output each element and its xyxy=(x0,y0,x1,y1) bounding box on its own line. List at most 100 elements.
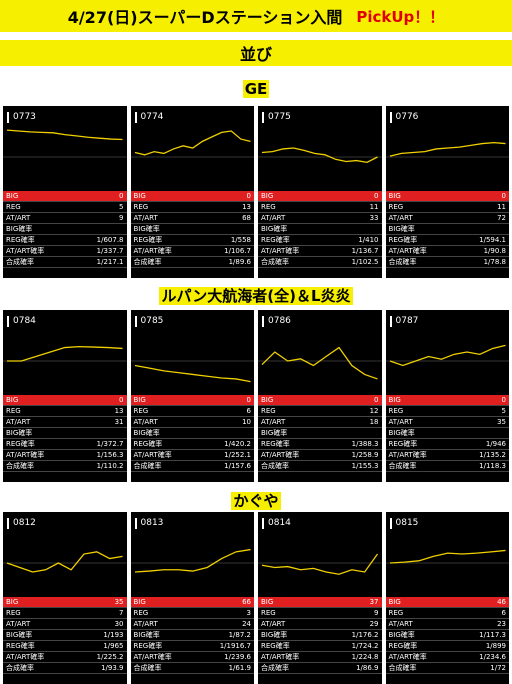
stat-label: BIG xyxy=(261,396,274,404)
stat-value: 1/558 xyxy=(230,236,251,244)
stat-label: AT/ART確率 xyxy=(388,451,427,459)
stat-row-big: BIG 0 xyxy=(385,395,509,406)
stats-table: BIG 0 REG 11 AT/ART 33 BIG確率 REG確率 1/410 AT/ART確率… xyxy=(258,191,382,268)
machine-card[interactable]: 0785 BIG 0 REG 6 AT/ART 10 BIG確率 REG確率 1/420.2 AT/… xyxy=(130,310,254,482)
stat-value: 1/102.5 xyxy=(351,258,379,266)
stat-value: 1/156.3 xyxy=(96,451,124,459)
machine-card[interactable]: 0812 BIG 35 REG 7 AT/ART 30 BIG確率 1/193 REG確率 1/96… xyxy=(3,512,127,684)
stat-label: AT/ART確率 xyxy=(261,653,300,661)
stat-row-reg: REG 7 xyxy=(3,608,127,619)
stat-label: AT/ART確率 xyxy=(388,653,427,661)
stat-row-at: AT/ART 10 xyxy=(130,417,254,428)
stat-label: AT/ART xyxy=(6,418,31,426)
stat-row-reg: REG 3 xyxy=(130,608,254,619)
stat-row-big: BIG 0 xyxy=(258,191,382,202)
stat-value: 1/607.8 xyxy=(96,236,124,244)
stats-table: BIG 37 REG 9 AT/ART 29 BIG確率 1/176.2 REG確率 1/724.… xyxy=(258,597,382,674)
stats-table: BIG 46 REG 6 AT/ART 23 BIG確率 1/117.3 REG確率 1/899 A… xyxy=(385,597,509,674)
stat-row-big: BIG 46 xyxy=(385,597,509,608)
stats-table: BIG 0 REG 13 AT/ART 68 BIG確率 REG確率 1/558 AT/ART確率… xyxy=(130,191,254,268)
stat-row-at_p: AT/ART確率 1/224.8 xyxy=(258,652,382,663)
stat-value: 1/89.6 xyxy=(228,258,251,266)
stat-value: 1/72 xyxy=(490,664,506,672)
stat-value: 1/899 xyxy=(485,642,506,650)
stat-value: 1/217.1 xyxy=(96,258,124,266)
stat-row-big_p: BIG確率 1/176.2 xyxy=(258,630,382,641)
stat-value: 1/258.9 xyxy=(351,451,379,459)
machine-card[interactable]: 0815 BIG 46 REG 6 AT/ART 23 BIG確率 1/117.3 REG確率 1/… xyxy=(385,512,509,684)
stat-row-reg: REG 11 xyxy=(385,202,509,213)
slump-line xyxy=(389,549,506,564)
stat-row-big: BIG 0 xyxy=(130,395,254,406)
slump-line xyxy=(261,147,378,164)
slump-graph xyxy=(258,346,382,380)
stat-label: REG xyxy=(388,609,404,617)
stat-label: AT/ART xyxy=(6,620,31,628)
machine-grid: 0773 BIG 0 REG 5 AT/ART 9 BIG確率 REG確率 1/607.8 AT/A… xyxy=(3,106,509,278)
stat-label: AT/ART確率 xyxy=(6,247,45,255)
machine-number: 0786 xyxy=(262,316,291,327)
stat-label: AT/ART確率 xyxy=(6,451,45,459)
stat-label: BIG xyxy=(133,598,146,606)
stat-value: 1/155.3 xyxy=(351,462,379,470)
stats-table: BIG 0 REG 5 AT/ART 35 BIG確率 REG確率 1/946 AT/ART確率 1… xyxy=(385,395,509,472)
stat-value: 11 xyxy=(497,203,506,211)
stat-label: BIG xyxy=(6,192,19,200)
stat-row-reg_p: REG確率 1/899 xyxy=(385,641,509,652)
stat-value: 31 xyxy=(114,418,124,426)
stat-value: 1/965 xyxy=(103,642,124,650)
stat-row-big_p: BIG確率 1/193 xyxy=(3,630,127,641)
stat-row-at: AT/ART 23 xyxy=(385,619,509,630)
stat-row-big: BIG 35 xyxy=(3,597,127,608)
slump-line xyxy=(6,346,123,362)
stat-row-at_p: AT/ART確率 1/258.9 xyxy=(258,450,382,461)
slump-graph xyxy=(130,360,254,383)
stats-table: BIG 0 REG 5 AT/ART 9 BIG確率 REG確率 1/607.8 AT/ART確率… xyxy=(3,191,127,268)
stat-label: AT/ART確率 xyxy=(133,653,172,661)
stat-row-at: AT/ART 72 xyxy=(385,213,509,224)
stat-row-big: BIG 0 xyxy=(130,191,254,202)
stat-row-at_p: AT/ART確率 1/156.3 xyxy=(3,450,127,461)
stat-label: BIG確率 xyxy=(261,429,288,437)
slump-line xyxy=(261,346,378,380)
stat-value: 35 xyxy=(114,598,124,606)
stat-label: BIG xyxy=(261,598,274,606)
machine-card[interactable]: 0775 BIG 0 REG 11 AT/ART 33 BIG確率 REG確率 1/410 AT/A… xyxy=(258,106,382,278)
stat-label: BIG確率 xyxy=(388,225,415,233)
stat-label: REG xyxy=(6,407,21,415)
stat-label: REG確率 xyxy=(261,642,290,650)
stat-label: 合成確率 xyxy=(388,462,417,470)
machine-card[interactable]: 0813 BIG 66 REG 3 AT/ART 24 BIG確率 1/87.2 REG確率 1/1… xyxy=(130,512,254,684)
stat-value: 9 xyxy=(119,214,124,222)
machine-card[interactable]: 0776 BIG 0 REG 11 AT/ART 72 BIG確率 REG確率 1/594.1 AT… xyxy=(385,106,509,278)
stat-label: AT/ART xyxy=(388,418,413,426)
stat-row-at: AT/ART 29 xyxy=(258,619,382,630)
stat-label: AT/ART xyxy=(261,418,286,426)
machine-card[interactable]: 0814 BIG 37 REG 9 AT/ART 29 BIG確率 1/176.2 REG確率 1/… xyxy=(258,512,382,684)
stat-row-total_p: 合成確率 1/118.3 xyxy=(385,461,509,472)
stat-label: AT/ART xyxy=(261,620,286,628)
stat-value: 1/93.9 xyxy=(101,664,124,672)
slump-line xyxy=(389,142,506,157)
stat-label: BIG確率 xyxy=(133,631,160,639)
stat-value: 13 xyxy=(242,203,251,211)
machine-card[interactable]: 0787 BIG 0 REG 5 AT/ART 35 BIG確率 REG確率 1/946 AT/AR… xyxy=(385,310,509,482)
header-bar: 4/27(日)スーパーDステーション入間 PickUp！！ xyxy=(0,0,512,32)
stat-value: 12 xyxy=(369,407,379,415)
machine-card[interactable]: 0774 BIG 0 REG 13 AT/ART 68 BIG確率 REG確率 1/558 AT/A… xyxy=(130,106,254,278)
stat-row-big_p: BIG確率 1/117.3 xyxy=(385,630,509,641)
stat-label: BIG確率 xyxy=(6,631,33,639)
machine-card[interactable]: 0773 BIG 0 REG 5 AT/ART 9 BIG確率 REG確率 1/607.8 AT/A… xyxy=(3,106,127,278)
stat-label: BIG確率 xyxy=(261,225,288,233)
stats-table: BIG 0 REG 12 AT/ART 18 BIG確率 REG確率 1/388.3 AT/ART… xyxy=(258,395,382,472)
stat-label: AT/ART確率 xyxy=(133,247,172,255)
stat-label: BIG xyxy=(388,192,401,200)
stat-row-reg: REG 13 xyxy=(3,406,127,417)
stat-value: 7 xyxy=(119,609,124,617)
machine-card[interactable]: 0786 BIG 0 REG 12 AT/ART 18 BIG確率 REG確率 1/388.3 AT… xyxy=(258,310,382,482)
stat-label: REG確率 xyxy=(6,236,35,244)
stat-row-reg_p: REG確率 1/965 xyxy=(3,641,127,652)
stat-row-reg_p: REG確率 1/410 xyxy=(258,235,382,246)
stat-label: BIG確率 xyxy=(388,429,415,437)
machine-card[interactable]: 0784 BIG 0 REG 13 AT/ART 31 BIG確率 REG確率 1/372.7 AT… xyxy=(3,310,127,482)
